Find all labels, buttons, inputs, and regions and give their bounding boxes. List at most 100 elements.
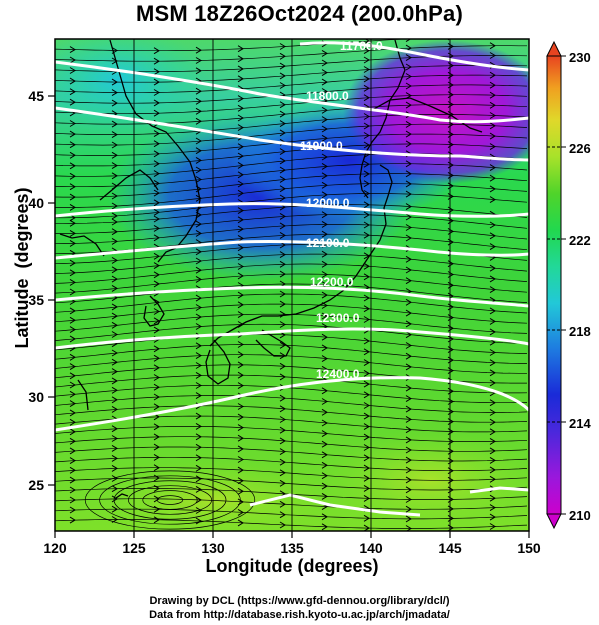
streamline-arrow xyxy=(405,298,412,306)
streamline-arrow xyxy=(111,368,118,376)
streamline-arrow xyxy=(363,454,370,462)
streamline-arrow xyxy=(279,352,286,360)
streamline-arrow xyxy=(195,229,202,237)
streamline-arrow xyxy=(69,219,76,227)
streamline-arrow xyxy=(405,466,412,474)
streamline-arrow xyxy=(405,234,412,242)
streamline-arrow xyxy=(363,94,370,102)
streamline-arrow xyxy=(69,466,76,474)
streamline-arrow xyxy=(111,162,118,170)
contour-label: 12100.0 xyxy=(306,236,350,250)
y-tick-label: 35 xyxy=(28,292,44,308)
cyan-region xyxy=(55,39,208,135)
streamline-arrow xyxy=(195,257,202,265)
streamline-arrow xyxy=(489,349,496,356)
y-tick-label: 45 xyxy=(28,88,44,104)
streamline-arrow xyxy=(69,428,76,436)
streamline-arrow xyxy=(153,413,160,421)
streamline-arrow xyxy=(69,193,76,201)
streamline-arrow xyxy=(237,75,244,83)
streamline-arrow xyxy=(111,57,118,65)
streamline-arrow xyxy=(405,190,412,198)
colorbar-min-triangle xyxy=(546,513,562,530)
streamline-arrow xyxy=(111,425,118,433)
contour-line xyxy=(249,493,421,517)
streamline-arrow xyxy=(321,59,328,67)
streamline-arrow xyxy=(279,437,286,445)
streamline-arrow xyxy=(153,78,160,86)
streamline-arrow xyxy=(363,160,370,168)
purple-region xyxy=(343,40,529,184)
streamline-arrow xyxy=(279,310,286,318)
streamline-arrow xyxy=(405,486,412,494)
streamline-arrow xyxy=(69,326,76,334)
streamline-arrow xyxy=(69,141,76,149)
streamline-arrow xyxy=(111,396,118,404)
streamline-arrow xyxy=(111,151,118,159)
streamline-arrow xyxy=(405,342,412,349)
streamline-arrow xyxy=(195,517,202,525)
streamline-arrow xyxy=(321,387,328,395)
streamline-arrow xyxy=(279,82,286,89)
streamline-arrow xyxy=(489,185,496,193)
streamline-arrow xyxy=(195,412,202,420)
streamline-arrow xyxy=(111,120,118,128)
streamline-arrow xyxy=(111,228,118,236)
streamline-arrow xyxy=(321,440,328,448)
streamline-swirl xyxy=(113,480,227,520)
streamline-arrow xyxy=(489,286,496,294)
streamline-arrow xyxy=(489,369,496,377)
streamline-arrow xyxy=(69,203,76,211)
contour-line xyxy=(55,239,529,260)
streamline-arrow xyxy=(363,464,370,472)
streamline-arrow xyxy=(195,454,202,462)
streamline-arrow xyxy=(363,273,370,281)
streamline-arrow xyxy=(237,253,244,261)
streamline-arrow xyxy=(237,263,244,270)
streamline-arrow xyxy=(279,72,286,80)
streamline-arrow xyxy=(237,519,244,527)
streamline-arrow xyxy=(69,229,76,237)
streamline-arrow xyxy=(321,211,328,219)
streamline-arrow xyxy=(69,120,76,127)
streamline-arrow xyxy=(153,280,160,288)
streamline-arrow xyxy=(111,331,118,338)
streamline-arrow xyxy=(111,202,118,210)
streamline-swirl xyxy=(142,490,198,510)
streamline-arrow xyxy=(153,179,160,187)
streamline-arrow xyxy=(321,355,328,363)
streamline-arrow xyxy=(363,113,370,120)
streamline-arrow xyxy=(195,266,202,274)
streamline-arrow xyxy=(237,291,244,299)
streamline-swirl xyxy=(84,470,256,530)
streamline-arrow xyxy=(321,106,328,114)
streamline-arrow xyxy=(111,435,118,442)
streamline-arrow xyxy=(237,225,244,233)
streamline-arrow xyxy=(153,374,160,381)
streamline-arrow xyxy=(321,162,328,170)
contour-line xyxy=(55,285,529,308)
contour-label: 11700.0 xyxy=(340,39,383,53)
streamline-arrow xyxy=(195,323,202,330)
streamline-arrow xyxy=(237,477,244,485)
contour-label: 12300.0 xyxy=(316,311,360,325)
contour-line xyxy=(299,41,529,72)
credit-drawing: Drawing by DCL (https://www.gfd-dennou.o… xyxy=(149,595,450,607)
streamline-arrow xyxy=(69,278,76,286)
streamline-arrow xyxy=(279,251,286,259)
streamline-arrow xyxy=(69,390,76,398)
streamline-arrow xyxy=(279,185,286,193)
streamline-arrow xyxy=(489,174,496,182)
streamline-arrow xyxy=(279,231,286,239)
streamline-arrow xyxy=(195,211,202,219)
streamline-arrow xyxy=(195,147,202,155)
streamline-arrow xyxy=(237,104,244,112)
streamline-arrow xyxy=(279,426,286,434)
streamline-arrow xyxy=(195,117,202,125)
credit-data: Data from http://database.rish.kyoto-u.a… xyxy=(149,609,450,621)
streamline-arrow xyxy=(279,120,286,128)
streamline-arrow xyxy=(363,380,370,388)
contour-label: 11800.0 xyxy=(306,89,349,103)
streamline-arrow xyxy=(489,428,496,436)
